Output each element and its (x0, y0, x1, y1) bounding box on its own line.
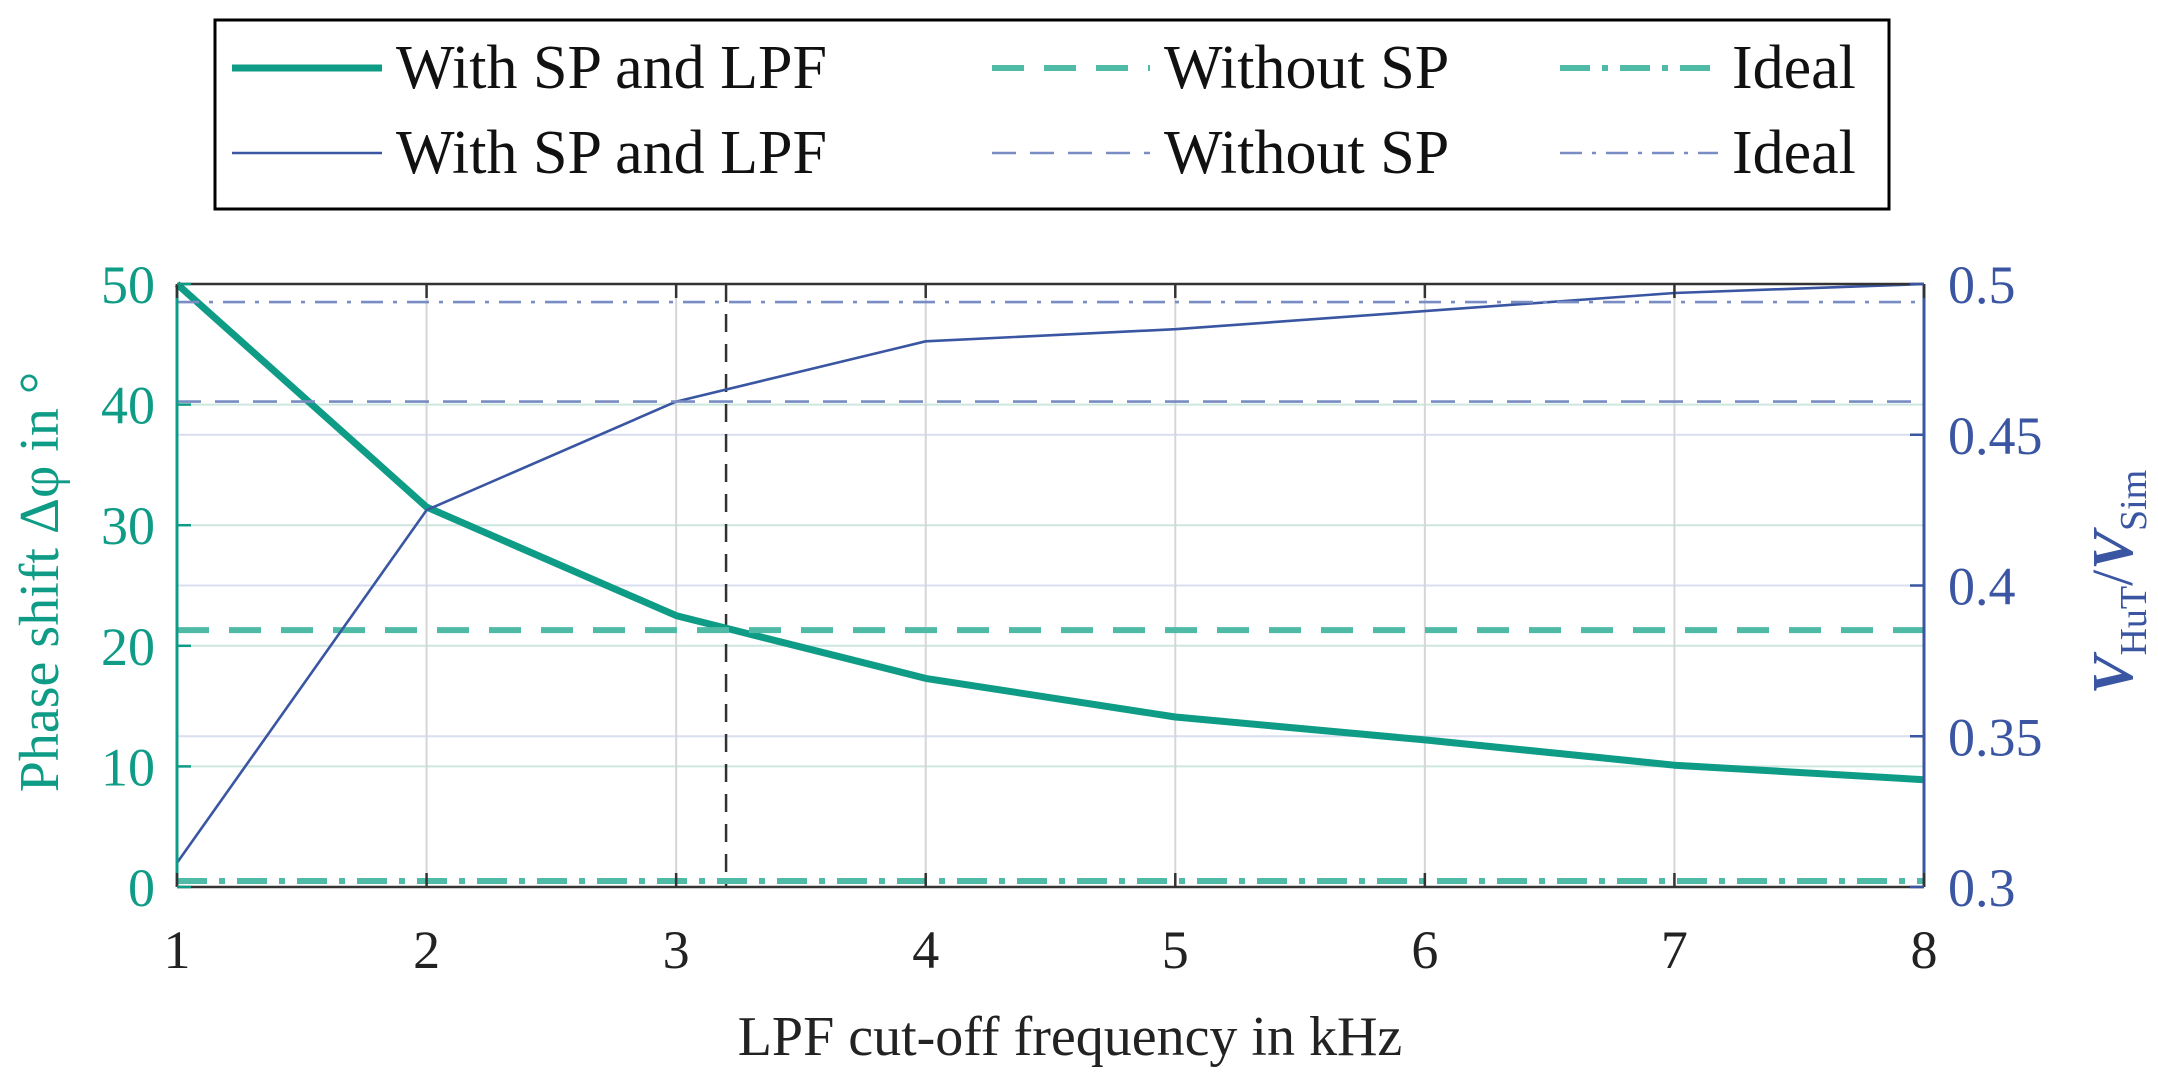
legend-label-4: Without SP (1164, 119, 1449, 187)
left-y-tick-label-1: 10 (101, 737, 155, 797)
x-tick-label-5: 6 (1411, 920, 1438, 980)
right-y-label-sub2: Sim (2113, 470, 2155, 531)
legend-label-0: With SP and LPF (396, 34, 827, 102)
x-axis-label: LPF cut-off frequency in kHz (738, 1006, 1403, 1068)
left-y-tick-label-3: 30 (101, 496, 155, 556)
right-y-tick-label-4: 0.5 (1948, 255, 2016, 315)
right-y-tick-label-3: 0.45 (1948, 406, 2043, 466)
series-line-0-left (174, 281, 1925, 784)
right-y-tick-label-2: 0.4 (1948, 557, 2016, 617)
right-y-label-v1: V (2080, 651, 2145, 694)
series-line-3-right (175, 282, 1925, 864)
x-tick-label-7: 8 (1911, 920, 1938, 980)
left-y-tick-label-4: 40 (101, 376, 155, 436)
right-y-tick-label-1: 0.35 (1948, 707, 2043, 767)
x-tick-label-4: 5 (1162, 920, 1189, 980)
x-tick-label-0: 1 (164, 920, 191, 980)
series-layer (174, 281, 1925, 884)
legend-label-5: Ideal (1732, 119, 1856, 187)
legend-label-2: Ideal (1732, 34, 1856, 102)
x-tick-label-2: 3 (663, 920, 690, 980)
x-tick-label-1: 2 (413, 920, 440, 980)
legend-label-3: With SP and LPF (396, 119, 827, 187)
right-y-label-slash: / (2080, 569, 2145, 586)
right-y-axis-label: VHuT/VSim (2080, 470, 2155, 694)
tick-labels: 1 2 3 4 5 6 7 8 0 10 20 30 40 50 0.3 0.35 0.4 0.45 0.5 (101, 255, 2043, 980)
right-y-label-v2: V (2080, 527, 2145, 570)
left-y-tick-label-5: 50 (101, 255, 155, 315)
right-y-tick-label-0: 0.3 (1948, 858, 2016, 918)
left-y-tick-label-0: 0 (128, 858, 155, 918)
legend: With SP and LPF Without SP Ideal With SP an… (213, 18, 1891, 211)
legend-items: With SP and LPF Without SP Ideal With SP an… (232, 34, 1856, 187)
left-y-axis-label: Phase shift Δφ in ° (9, 372, 71, 793)
x-tick-label-6: 7 (1661, 920, 1688, 980)
x-tick-label-3: 4 (912, 920, 939, 980)
legend-label-1: Without SP (1164, 34, 1449, 102)
right-y-label-sub1: HuT (2113, 586, 2155, 656)
legend-box (213, 18, 1891, 211)
left-y-tick-label-2: 20 (101, 617, 155, 677)
